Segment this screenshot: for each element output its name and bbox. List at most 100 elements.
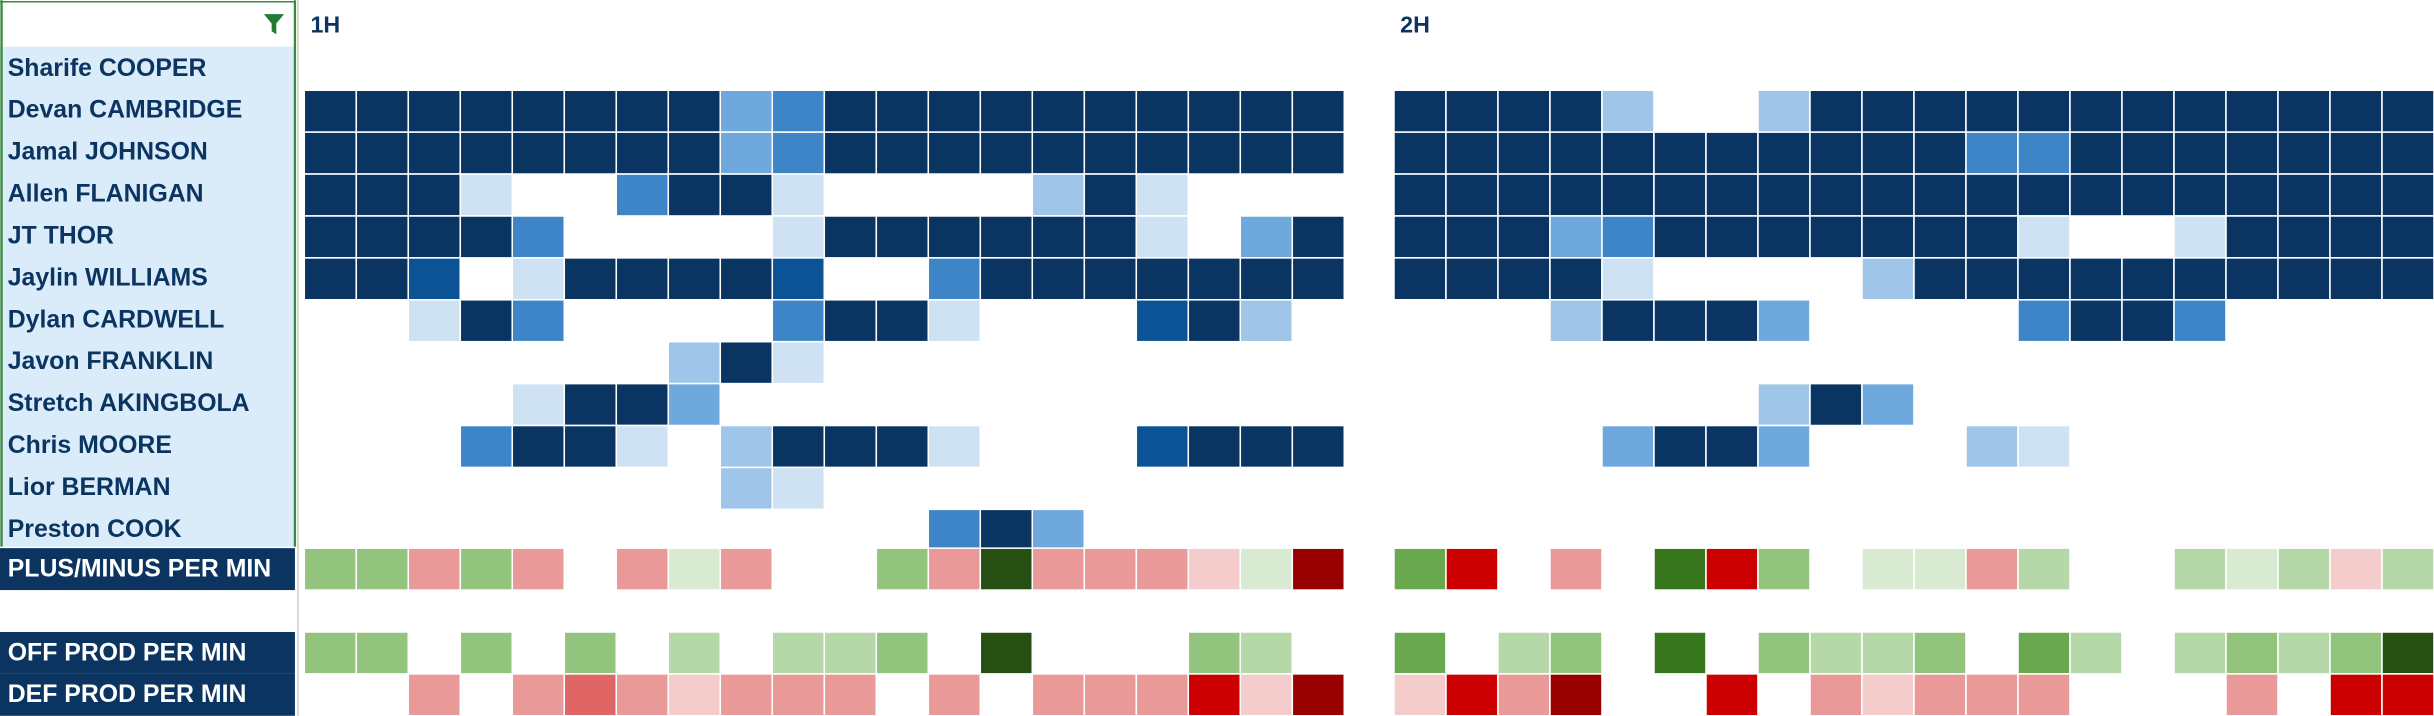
heat-cell <box>407 215 462 259</box>
heat-cell <box>1965 673 2019 716</box>
heat-cell <box>927 424 982 469</box>
heat-cell <box>1861 631 1915 675</box>
heat-cell <box>823 215 878 259</box>
heat-cell <box>1393 257 1447 301</box>
heat-cell <box>667 673 722 716</box>
half-label: 2H <box>1400 12 1430 38</box>
heat-cell <box>2381 89 2434 133</box>
heat-cell <box>1031 89 1086 133</box>
heat-cell <box>1135 89 1190 133</box>
heat-cell <box>2381 547 2434 591</box>
heat-cell <box>771 340 826 385</box>
heat-cell <box>1861 673 1915 716</box>
heat-cell <box>1445 673 1499 716</box>
heat-cell <box>2381 131 2434 175</box>
heat-cell <box>459 547 514 591</box>
heat-cell <box>1705 173 1759 217</box>
heat-cell <box>1239 631 1294 675</box>
heat-cell <box>1705 673 1759 716</box>
heat-cell <box>2173 547 2227 591</box>
heat-cell <box>1291 89 1346 133</box>
heat-cell <box>2069 631 2123 675</box>
heat-cell <box>1861 215 1915 259</box>
heat-cell <box>1549 299 1603 343</box>
heat-cell <box>1445 547 1499 591</box>
heat-cell <box>927 89 982 133</box>
heat-cell <box>2225 89 2279 133</box>
heat-cell <box>1393 631 1447 675</box>
heat-cell <box>1031 673 1086 716</box>
heat-cell <box>407 299 462 343</box>
heat-cell <box>2121 131 2175 175</box>
heat-cell <box>1187 424 1242 469</box>
heat-cell <box>719 173 774 217</box>
heat-cell <box>927 508 982 553</box>
heat-cell <box>511 424 566 469</box>
heat-cell <box>1861 131 1915 175</box>
heat-cell <box>1135 257 1190 301</box>
heat-cell <box>1083 89 1138 133</box>
heat-cell <box>2017 131 2071 175</box>
filter-icon[interactable] <box>263 14 285 35</box>
heat-cell <box>1291 547 1346 591</box>
heat-cell <box>875 547 930 591</box>
player-name: Chris MOORE <box>8 432 172 459</box>
heat-cell <box>2225 257 2279 301</box>
heat-cell <box>355 547 410 591</box>
heat-cell <box>355 631 410 675</box>
heat-cell <box>1705 424 1759 469</box>
heat-cell <box>2225 547 2279 591</box>
heat-cell <box>407 131 462 175</box>
heat-cell <box>2225 673 2279 716</box>
heat-cell <box>1549 631 1603 675</box>
heat-cell <box>1393 173 1447 217</box>
heat-cell <box>1187 547 1242 591</box>
heat-cell <box>1083 173 1138 217</box>
heat-cell <box>1239 424 1294 469</box>
heat-cell <box>1291 424 1346 469</box>
heat-cell <box>1861 547 1915 591</box>
heat-cell <box>1757 631 1811 675</box>
heat-cell <box>1861 382 1915 427</box>
heat-cell <box>1239 547 1294 591</box>
heat-cell <box>563 673 618 716</box>
heat-cell <box>1393 673 1447 716</box>
heat-cell <box>1187 299 1242 343</box>
heat-cell <box>2173 631 2227 675</box>
heat-cell <box>511 131 566 175</box>
heat-cell <box>1135 673 1190 716</box>
heat-cell <box>1913 547 1967 591</box>
heat-cell <box>2381 631 2434 675</box>
heat-cell <box>1239 257 1294 301</box>
heat-cell <box>875 631 930 675</box>
heat-cell <box>2069 131 2123 175</box>
heat-cell <box>511 547 566 591</box>
heat-cell <box>1239 299 1294 343</box>
heat-cell <box>719 257 774 301</box>
heat-cell <box>1653 299 1707 343</box>
heat-cell <box>407 673 462 716</box>
heat-cell <box>511 382 566 427</box>
heat-cell <box>355 215 410 259</box>
heat-cell <box>615 547 670 591</box>
heat-cell <box>303 631 358 675</box>
metric-label-bg <box>0 673 295 716</box>
heat-cell <box>2069 173 2123 217</box>
heat-cell <box>2225 173 2279 217</box>
heat-cell <box>2277 547 2331 591</box>
heat-cell <box>563 424 618 469</box>
player-name: Stretch AKINGBOLA <box>8 390 250 417</box>
heat-cell <box>1239 131 1294 175</box>
heat-cell <box>1653 547 1707 591</box>
heat-cell <box>1135 424 1190 469</box>
heat-cell <box>1913 631 1967 675</box>
heat-cell <box>979 631 1034 675</box>
heat-cell <box>1965 173 2019 217</box>
heat-cell <box>1291 215 1346 259</box>
heat-cell <box>2277 215 2331 259</box>
metric-name: PLUS/MINUS PER MIN <box>8 555 271 582</box>
heat-cell <box>927 547 982 591</box>
heat-cell <box>1187 131 1242 175</box>
heat-cell <box>2173 257 2227 301</box>
heat-cell <box>1291 257 1346 301</box>
